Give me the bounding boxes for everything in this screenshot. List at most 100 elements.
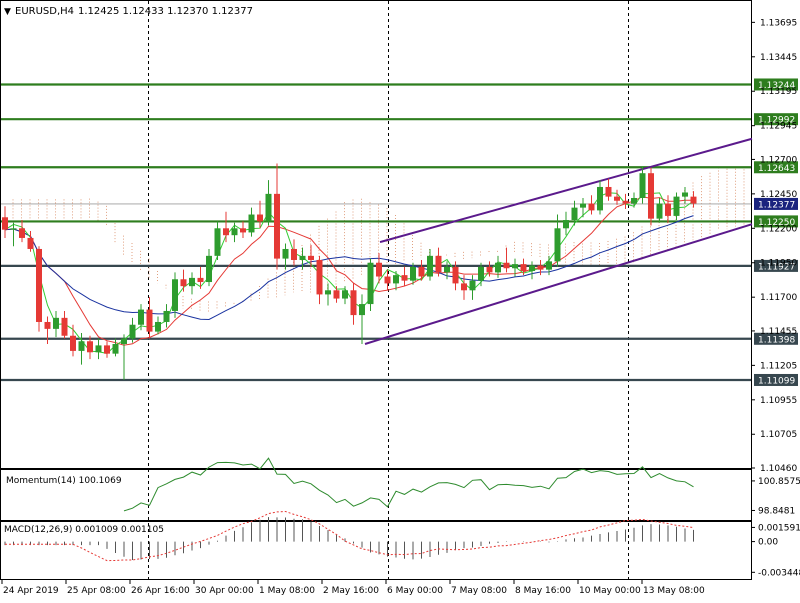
time-tick-label: 7 May 08:00: [451, 586, 507, 596]
momentum-tick-label: 98.8481: [758, 506, 795, 516]
time-tick-label: 13 May 08:00: [643, 586, 705, 596]
candle-body: [648, 173, 654, 219]
candle-body: [316, 259, 323, 295]
time-tick-label: 2 May 16:00: [323, 586, 379, 596]
ma-green-line: [4, 192, 694, 354]
macd-pane-frame: [0, 521, 752, 580]
level-price-tag: [754, 215, 798, 228]
candle-body: [172, 279, 178, 311]
level-price-label: 1.11099: [758, 376, 795, 386]
candle-body: [376, 262, 382, 277]
collapse-triangle-icon[interactable]: ▼: [4, 7, 11, 17]
candle-body: [299, 255, 306, 260]
candle-body: [180, 279, 187, 287]
time-tick-label: 8 May 16:00: [515, 586, 571, 596]
candle-body: [189, 277, 195, 287]
candle-body: [257, 214, 263, 222]
candle-body: [129, 324, 136, 339]
price-tick-label: 1.13445: [760, 53, 797, 63]
candle-body: [214, 228, 221, 256]
price-tick-label: 1.12945: [760, 122, 797, 132]
price-tick-label: 1.12200: [760, 224, 797, 234]
candle-body: [27, 237, 34, 249]
candle-body: [656, 203, 663, 219]
candle-body: [163, 310, 170, 322]
candle-body: [427, 255, 433, 277]
candle-body: [367, 262, 374, 305]
candle-body: [580, 203, 586, 208]
candle-body: [631, 197, 637, 204]
macd-label: MACD(12,26,9) 0.001009 0.001105: [4, 525, 164, 535]
price-axis: 1.13695 1.13445 1.13195 1.12945 1.12700 1.124…: [751, 18, 797, 474]
candle-body: [10, 228, 17, 230]
price-tick-label: 1.12700: [760, 155, 797, 165]
candle-body: [520, 264, 527, 272]
candle-body: [461, 283, 467, 291]
candle-body: [605, 186, 612, 197]
time-tick-label: 25 Apr 08:00: [67, 586, 126, 596]
candle-body: [265, 193, 272, 222]
candle-body: [597, 186, 603, 211]
level-price-label: 1.12250: [758, 218, 795, 228]
time-tick-label: 24 Apr 2019: [3, 586, 59, 596]
macd-tick-label: 0.001591: [758, 523, 800, 533]
candle-body: [546, 261, 552, 270]
candle-body: [61, 317, 68, 336]
macd-tick-label: -0.003448: [758, 568, 800, 578]
level-price-tag: [754, 259, 798, 272]
candle-body: [104, 345, 110, 354]
time-tick-label: 30 Apr 00:00: [195, 586, 254, 596]
candle-body: [444, 266, 450, 273]
candle-body: [435, 255, 442, 273]
candle-body: [401, 275, 408, 281]
candle-body: [418, 266, 425, 277]
level-price-tag: [754, 373, 798, 386]
candle-body: [87, 341, 93, 353]
level-price-label: 1.13244: [758, 81, 795, 91]
candle-body: [554, 228, 561, 262]
candle-body: [19, 228, 25, 238]
candle-body: [690, 196, 697, 204]
candle-body: [469, 280, 476, 291]
trend-channel[interactable]: [364, 137, 753, 345]
price-tick-label: 1.13695: [760, 18, 797, 28]
price-tick-label: 1.10460: [760, 464, 797, 474]
candle-body: [308, 255, 314, 260]
candle-body: [138, 309, 144, 325]
macd-indicator: 0.001591 0.00 -0.003448: [4, 510, 800, 578]
candle-body: [452, 266, 459, 284]
candle-body: [529, 265, 535, 272]
candle-body: [44, 321, 51, 329]
candle-body: [231, 228, 238, 236]
candle-body: [563, 220, 569, 229]
candle-body: [121, 338, 127, 345]
candle-body: [70, 335, 76, 351]
candle-body: [78, 341, 85, 351]
price-tick-label: 1.12450: [760, 190, 797, 200]
time-tick-label: 10 May 00:00: [579, 586, 641, 596]
candle-body: [291, 248, 297, 260]
macd-tick-label: 0.00: [758, 538, 778, 548]
candle-body: [53, 317, 59, 329]
candle-body: [495, 262, 501, 273]
candles: [2, 163, 697, 380]
candle-body: [486, 266, 493, 273]
time-axis: 24 Apr 2019 25 Apr 08:00 26 Apr 16:00 30 Ap…: [1, 580, 705, 596]
time-tick-label: 26 Apr 16:00: [131, 586, 190, 596]
candle-body: [274, 193, 280, 259]
moving-averages: [4, 192, 694, 354]
candle-body: [393, 275, 399, 284]
candle-body: [665, 203, 671, 216]
main-pane-frame: [0, 0, 752, 469]
level-price-label: 1.12992: [758, 116, 795, 126]
candle-body: [206, 255, 212, 283]
candle-body: [146, 309, 153, 332]
level-price-label: 1.11927: [758, 262, 795, 272]
ma-fast-line: [4, 196, 694, 346]
time-tick-label: 1 May 08:00: [259, 586, 315, 596]
price-tick-label: 1.10955: [760, 396, 797, 406]
chart-symbol: EURUSD,H4: [15, 6, 74, 17]
level-price-label: 1.11398: [758, 335, 795, 345]
